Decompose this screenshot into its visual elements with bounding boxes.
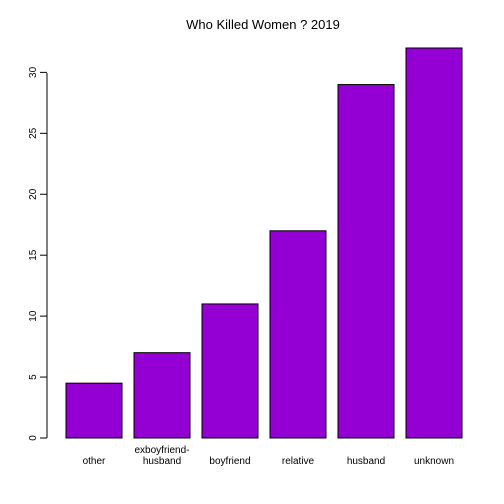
y-tick-label: 10	[28, 310, 39, 322]
category-labels: other exboyfriend-husband boyfriend relativ…	[83, 445, 454, 467]
y-tick-label: 0	[28, 435, 39, 441]
bars	[65, 47, 463, 439]
y-tick-label: 25	[28, 127, 39, 139]
category-label: husband	[347, 456, 385, 467]
bar	[269, 230, 327, 439]
y-axis-ticks: 0 5 10 15 20 25 30	[28, 66, 47, 441]
bar	[133, 352, 191, 439]
bar	[201, 303, 259, 439]
chart-title: Who Killed Women ? 2019	[186, 17, 340, 32]
category-label: other	[83, 456, 106, 467]
y-tick-label: 30	[28, 66, 39, 78]
category-label: exboyfriend-husband	[134, 445, 189, 467]
bar	[65, 382, 123, 439]
bar	[337, 84, 395, 439]
category-label: relative	[282, 456, 315, 467]
category-label: unknown	[414, 456, 454, 467]
category-label: boyfriend	[209, 456, 250, 467]
y-tick-label: 20	[28, 188, 39, 200]
bar	[405, 47, 463, 439]
y-tick-label: 5	[28, 374, 39, 380]
y-tick-label: 15	[28, 249, 39, 261]
